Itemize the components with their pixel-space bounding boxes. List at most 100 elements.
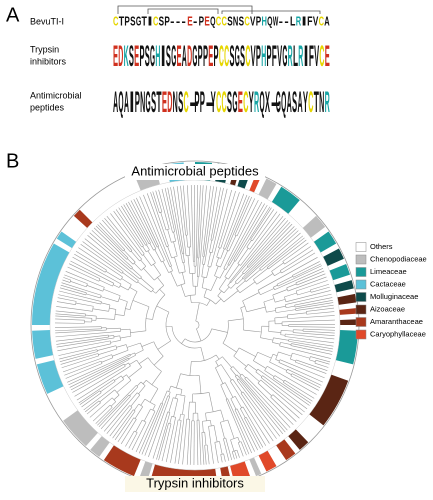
branch <box>114 375 122 381</box>
branch <box>143 194 172 267</box>
branch <box>159 288 166 295</box>
branch <box>146 244 150 251</box>
branch <box>124 362 129 366</box>
branch <box>276 276 294 285</box>
branch <box>70 260 115 284</box>
branch <box>237 442 244 457</box>
branch-arc <box>100 301 102 305</box>
branch-arc <box>113 379 116 382</box>
branch-arc <box>151 262 156 266</box>
branch-arc <box>230 396 236 399</box>
branch <box>110 213 143 256</box>
branch <box>55 331 121 338</box>
branch <box>227 398 252 454</box>
branch <box>259 232 301 269</box>
branch-arc <box>191 354 217 362</box>
residue: L <box>290 13 295 28</box>
branch <box>223 438 230 461</box>
branch <box>229 215 284 283</box>
branch <box>224 260 235 277</box>
branch <box>220 454 223 463</box>
residue: N <box>173 86 178 119</box>
branch <box>290 345 332 355</box>
residue: T <box>314 86 319 119</box>
branch-arc <box>111 397 117 402</box>
branch <box>134 406 143 419</box>
branch <box>240 213 281 266</box>
clade-segment <box>288 429 309 450</box>
branch-arc <box>153 248 157 251</box>
row-label: inhibitors <box>30 56 67 66</box>
residue: - <box>205 86 215 119</box>
branch <box>99 279 113 287</box>
branch <box>291 343 333 352</box>
branch <box>266 310 276 313</box>
branch <box>181 272 186 284</box>
branch <box>215 257 219 266</box>
branch <box>161 390 168 404</box>
clade-segment <box>323 248 344 267</box>
branch <box>135 411 156 453</box>
branch <box>157 246 165 261</box>
residue: - <box>182 13 186 28</box>
residue: - <box>279 13 283 28</box>
branch <box>150 192 169 247</box>
branch <box>267 237 305 268</box>
branch <box>288 339 334 347</box>
branch <box>138 357 149 365</box>
branch <box>65 271 105 288</box>
branch <box>244 378 291 428</box>
branch <box>85 400 100 413</box>
branch-arc <box>127 284 132 291</box>
residue: C <box>113 13 119 28</box>
legend-swatch <box>355 292 367 302</box>
residue: T <box>119 13 124 28</box>
residue: S <box>292 86 297 119</box>
branch <box>152 411 168 459</box>
branch <box>248 363 257 371</box>
branch <box>220 248 225 259</box>
residue: G <box>146 86 151 119</box>
clade-segment <box>90 436 110 457</box>
residue: C <box>244 13 250 28</box>
residue: A <box>124 86 129 119</box>
branch <box>248 222 291 268</box>
branch <box>181 338 186 344</box>
branch-arc <box>203 296 216 305</box>
residue: P <box>266 40 271 73</box>
branch <box>97 385 137 426</box>
branch <box>212 187 224 241</box>
branch <box>203 186 214 257</box>
branch <box>272 394 300 419</box>
residue: C <box>319 40 324 73</box>
branch <box>186 419 191 465</box>
clade-segment <box>56 231 77 249</box>
branch <box>165 417 176 463</box>
branch <box>141 341 154 347</box>
branch <box>92 308 109 312</box>
branch <box>164 188 175 232</box>
branch <box>140 398 146 406</box>
residue: S <box>229 40 234 73</box>
branch-arc <box>275 351 279 360</box>
branch <box>296 359 328 371</box>
residue: L <box>293 40 298 73</box>
clade-segment <box>337 293 357 305</box>
clade-segment <box>32 243 70 325</box>
branch <box>67 266 99 282</box>
branch <box>238 378 284 435</box>
branch <box>149 243 154 251</box>
branch <box>271 262 284 272</box>
branch <box>199 375 202 394</box>
branch <box>113 394 120 400</box>
residue: R <box>296 13 302 28</box>
branch <box>128 201 151 243</box>
residue: R <box>254 86 259 119</box>
branch <box>89 232 132 270</box>
residue: I <box>147 13 152 28</box>
branch <box>98 348 117 355</box>
branch-arc <box>123 363 126 367</box>
residue: I <box>304 40 309 73</box>
branch <box>59 351 98 362</box>
branch <box>80 243 123 274</box>
